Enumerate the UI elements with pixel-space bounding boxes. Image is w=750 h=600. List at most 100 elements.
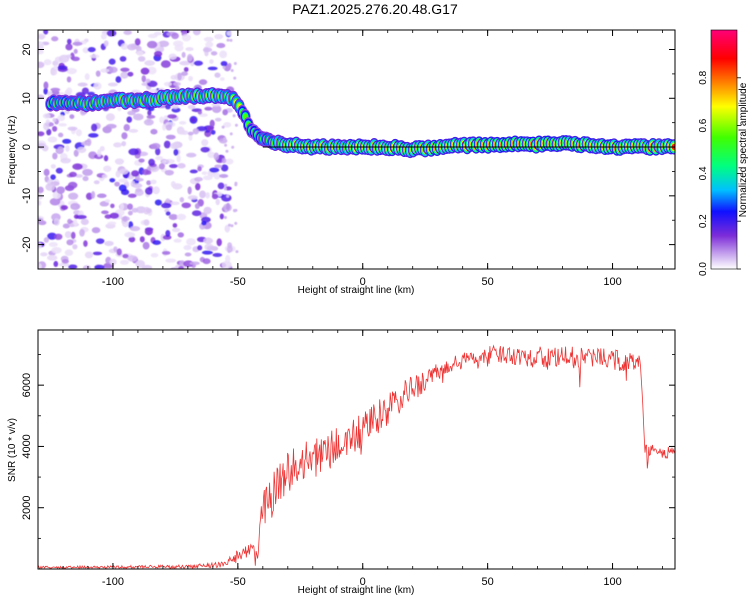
noise-speckle	[224, 183, 228, 187]
noise-speckle	[225, 149, 229, 153]
noise-speckle	[138, 158, 145, 163]
spectrogram-y-ticks: -20 -10 0 10 20	[21, 43, 675, 270]
noise-speckle	[172, 223, 178, 228]
noise-speckle	[135, 260, 146, 268]
noise-speckle	[226, 194, 230, 198]
y-tick-label: 10	[21, 92, 33, 104]
noise-speckle	[162, 123, 167, 131]
noise-speckle	[104, 240, 114, 247]
noise-speckle	[127, 255, 138, 262]
noise-speckle	[129, 226, 141, 232]
noise-speckle	[150, 128, 158, 135]
noise-speckle	[93, 82, 102, 90]
noise-speckle	[140, 67, 150, 75]
noise-speckle	[67, 181, 78, 189]
noise-speckle	[186, 53, 193, 62]
noise-speckle	[126, 116, 133, 123]
noise-speckle	[226, 30, 232, 36]
noise-speckle	[109, 258, 117, 266]
noise-speckle	[100, 68, 110, 73]
noise-speckle	[99, 145, 105, 152]
noise-speckle	[216, 43, 226, 49]
noise-speckle	[107, 82, 118, 87]
snr-series-line	[38, 344, 675, 569]
noise-speckle	[145, 207, 152, 214]
y-tick-label: 20	[21, 43, 33, 55]
noise-speckle	[41, 144, 49, 152]
noise-speckle	[148, 158, 155, 166]
noise-speckle	[210, 51, 218, 56]
noise-speckle	[101, 210, 109, 215]
figure-title: PAZ1.2025.276.20.48.G17	[292, 1, 458, 17]
noise-speckle	[109, 178, 116, 183]
noise-speckle	[53, 260, 59, 268]
noise-speckle	[55, 167, 63, 174]
colorbar-tick-label: 0.2	[698, 214, 709, 228]
noise-speckle	[161, 202, 172, 209]
noise-speckle	[163, 140, 171, 149]
noise-speckle	[114, 158, 125, 165]
noise-speckle	[199, 190, 206, 199]
noise-speckle	[207, 66, 218, 71]
noise-speckle	[136, 50, 144, 56]
noise-speckle	[207, 151, 216, 159]
noise-speckle	[52, 125, 58, 132]
noise-speckle	[53, 218, 60, 226]
noise-speckle	[128, 128, 139, 133]
noise-speckle	[158, 40, 170, 48]
colorbar-tick-label: 0.6	[698, 118, 709, 132]
noise-speckle	[91, 227, 101, 234]
noise-speckle	[161, 250, 171, 255]
noise-speckle	[225, 255, 231, 263]
noise-speckle	[119, 203, 125, 211]
noise-speckle	[145, 78, 151, 84]
noise-speckle	[43, 87, 48, 95]
y-tick-label: -20	[21, 237, 33, 253]
spectrogram-x-ticks: -100 -50 0 50 100	[62, 30, 663, 288]
noise-speckle	[70, 231, 76, 240]
noise-speckle	[120, 43, 129, 50]
colorbar-tick-label: 0.0	[698, 262, 709, 276]
noise-speckle	[186, 152, 197, 158]
noise-speckle	[43, 122, 50, 131]
noise-speckle	[60, 157, 72, 164]
noise-speckle	[119, 259, 129, 265]
noise-speckle	[40, 252, 48, 257]
noise-speckle	[73, 149, 79, 157]
noise-speckle	[52, 118, 57, 122]
noise-speckle	[189, 261, 200, 266]
noise-speckle	[189, 169, 198, 174]
spectrogram-x-label: Height of straight line (km)	[298, 285, 415, 296]
noise-speckle	[66, 76, 72, 83]
noise-speckle	[100, 33, 107, 40]
noise-speckle	[186, 238, 196, 246]
noise-speckle	[213, 152, 220, 161]
noise-speckle	[66, 87, 73, 95]
noise-speckle	[165, 134, 176, 140]
noise-speckle	[187, 104, 196, 110]
noise-speckle	[181, 71, 189, 76]
noise-speckle	[67, 126, 78, 131]
noise-speckle	[72, 219, 78, 226]
noise-speckle	[65, 43, 73, 51]
noise-speckle	[46, 254, 58, 261]
noise-speckle	[200, 146, 211, 153]
y-tick-label: 0	[21, 144, 33, 150]
noise-speckle	[91, 123, 98, 132]
noise-speckle	[56, 186, 65, 194]
x-tick-label: -50	[230, 276, 246, 288]
noise-speckle	[54, 233, 63, 240]
noise-speckle	[171, 227, 181, 233]
noise-speckle	[38, 263, 42, 269]
noise-speckle	[120, 71, 129, 79]
noise-speckle	[183, 245, 192, 251]
noise-speckle	[147, 109, 152, 116]
noise-speckle	[62, 138, 72, 144]
noise-speckle	[201, 250, 213, 255]
noise-speckle	[230, 224, 234, 228]
noise-speckle	[177, 163, 186, 169]
noise-speckle	[185, 47, 194, 52]
snr-frame	[37, 329, 676, 570]
noise-speckle	[82, 176, 89, 182]
noise-speckle	[202, 258, 211, 265]
